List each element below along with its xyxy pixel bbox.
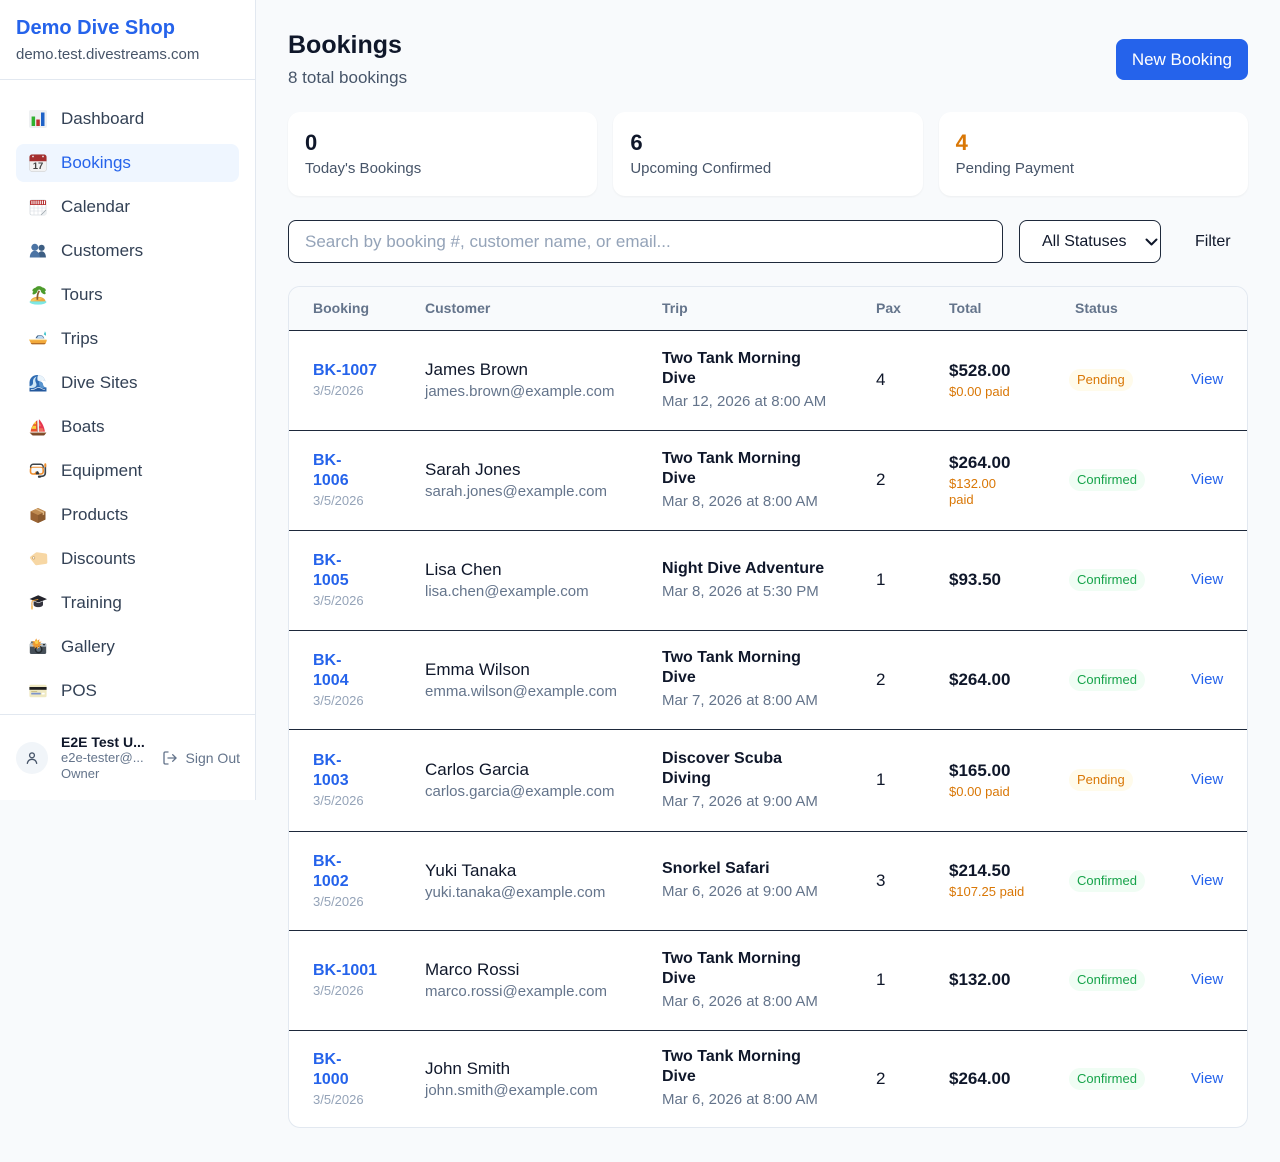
svg-text:17: 17: [33, 161, 44, 172]
